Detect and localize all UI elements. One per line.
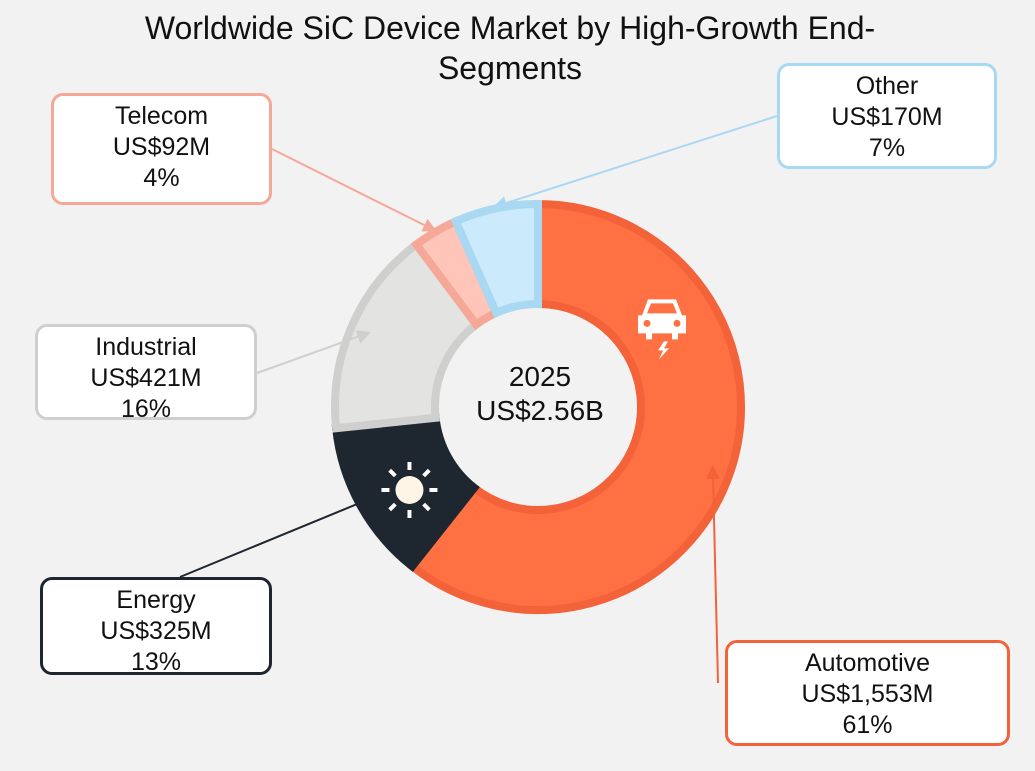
callout-energy: Energy US$325M 13% xyxy=(40,577,272,676)
leader-line-telecom xyxy=(271,148,437,232)
callout-name: Automotive xyxy=(804,649,931,677)
callout-industrial: Industrial US$421M 16% xyxy=(35,324,257,423)
slice-industrial xyxy=(331,238,482,433)
callout-value: US$421M xyxy=(90,364,202,392)
callout-value: US$92M xyxy=(112,133,211,161)
center-label: 2025 US$2.56B xyxy=(440,360,640,428)
callout-percent: 13% xyxy=(130,648,182,676)
leader-line-other xyxy=(492,115,778,210)
leader-line-energy xyxy=(179,494,379,578)
leader-line-industrial xyxy=(256,330,372,374)
callout-percent: 4% xyxy=(143,164,180,192)
center-total: US$2.56B xyxy=(476,395,604,426)
callout-value: US$1,553M xyxy=(801,680,934,708)
callout-name: Other xyxy=(855,72,919,100)
callout-percent: 61% xyxy=(842,711,893,739)
chart-title: Worldwide SiC Device Market by High-Grow… xyxy=(144,10,876,86)
slice-other xyxy=(450,199,542,319)
sun-icon xyxy=(381,461,438,518)
callout-value: US$170M xyxy=(831,103,943,131)
callout-percent: 7% xyxy=(868,134,906,162)
callout-name: Telecom xyxy=(114,102,209,130)
center-year: 2025 xyxy=(508,361,572,392)
electric-car-icon xyxy=(638,299,687,360)
callout-percent: 16% xyxy=(120,395,172,423)
callout-automotive: Automotive US$1,553M 61% xyxy=(725,640,1010,746)
callout-name: Industrial xyxy=(95,333,197,361)
callout-other: Other US$170M 7% xyxy=(777,63,997,169)
callout-value: US$325M xyxy=(100,617,212,645)
leader-line-automotive xyxy=(706,464,721,684)
callout-name: Energy xyxy=(116,586,196,614)
callout-telecom: Telecom US$92M 4% xyxy=(51,93,272,205)
